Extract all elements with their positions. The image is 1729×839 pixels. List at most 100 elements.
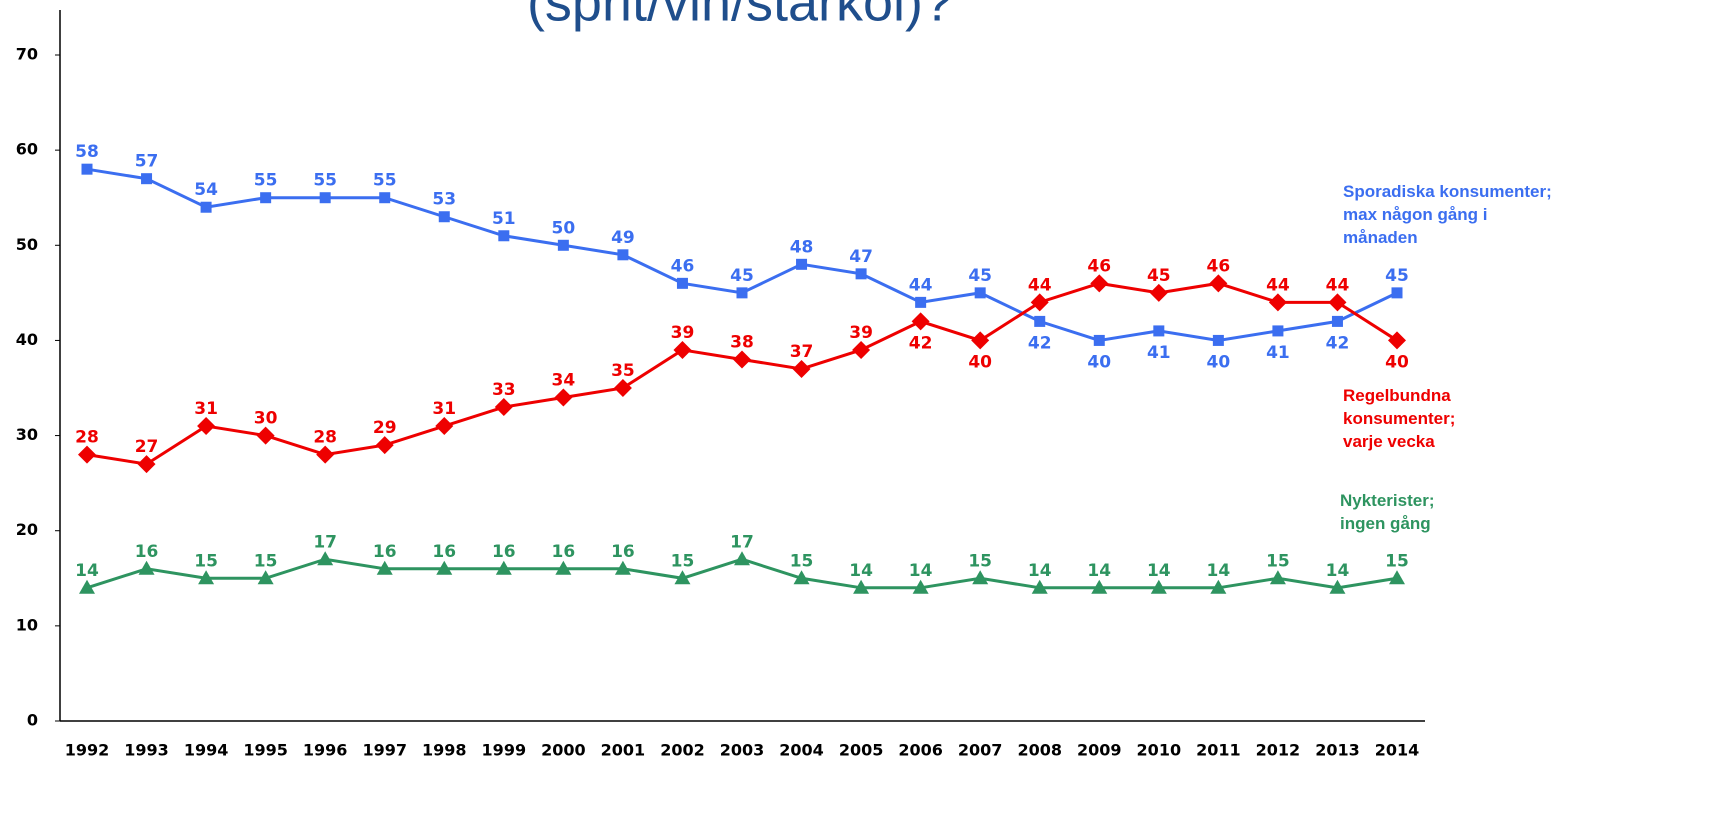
x-tick-label: 2000 bbox=[541, 741, 586, 760]
marker bbox=[257, 570, 274, 585]
marker bbox=[197, 417, 216, 436]
marker bbox=[974, 287, 986, 299]
data-label: 45 bbox=[730, 266, 754, 286]
data-label: 16 bbox=[552, 542, 576, 562]
marker bbox=[198, 570, 215, 585]
chart-title: (sprit/vin/starköl)? bbox=[527, 0, 953, 32]
data-label: 37 bbox=[790, 342, 814, 362]
marker bbox=[554, 388, 573, 407]
legend-label: Nykterister; ingen gång bbox=[1340, 491, 1435, 533]
y-tick-label: 40 bbox=[16, 330, 38, 349]
data-label: 31 bbox=[194, 399, 218, 419]
data-label: 14 bbox=[75, 561, 99, 581]
marker bbox=[1210, 579, 1227, 594]
data-label: 44 bbox=[1326, 275, 1350, 295]
data-label: 50 bbox=[552, 218, 576, 238]
series-line bbox=[86, 281, 1398, 466]
x-tick-label: 2010 bbox=[1137, 741, 1182, 760]
data-label: 39 bbox=[849, 323, 873, 343]
data-label: 15 bbox=[790, 551, 814, 571]
data-label: 16 bbox=[492, 542, 516, 562]
x-tick-label: 2008 bbox=[1017, 741, 1062, 760]
marker bbox=[793, 570, 810, 585]
marker bbox=[1328, 293, 1347, 312]
data-label: 40 bbox=[1385, 352, 1409, 372]
marker bbox=[1329, 579, 1346, 594]
marker bbox=[376, 560, 393, 575]
data-label: 58 bbox=[75, 142, 99, 162]
data-label: 14 bbox=[1207, 561, 1231, 581]
data-label: 39 bbox=[671, 323, 695, 343]
marker bbox=[138, 560, 155, 575]
data-label: 51 bbox=[492, 209, 516, 229]
marker bbox=[79, 579, 95, 594]
marker bbox=[1269, 570, 1286, 585]
data-label: 17 bbox=[730, 532, 754, 552]
data-label: 14 bbox=[849, 561, 873, 581]
marker bbox=[852, 340, 871, 359]
data-label: 14 bbox=[1326, 561, 1350, 581]
marker bbox=[78, 445, 96, 464]
y-tick-label: 30 bbox=[16, 425, 38, 444]
data-label: 15 bbox=[254, 551, 278, 571]
y-tick-label: 20 bbox=[16, 520, 38, 539]
marker bbox=[1389, 570, 1405, 585]
data-label: 53 bbox=[432, 190, 456, 210]
series-line bbox=[86, 167, 1398, 342]
x-tick-label: 1997 bbox=[362, 741, 407, 760]
marker bbox=[1031, 579, 1048, 594]
marker bbox=[557, 239, 569, 251]
x-tick-label: 2007 bbox=[958, 741, 1003, 760]
data-label: 38 bbox=[730, 332, 754, 352]
data-label: 45 bbox=[968, 266, 992, 286]
marker bbox=[260, 192, 272, 204]
marker bbox=[1212, 334, 1224, 346]
marker bbox=[1093, 334, 1105, 346]
x-tick-label: 1998 bbox=[422, 741, 467, 760]
marker bbox=[1150, 579, 1167, 594]
marker bbox=[438, 211, 450, 223]
marker bbox=[1149, 283, 1168, 302]
x-tick-label: 2003 bbox=[720, 741, 765, 760]
marker bbox=[1391, 287, 1403, 299]
y-tick-label: 60 bbox=[16, 140, 38, 159]
x-tick-label: 2014 bbox=[1375, 741, 1420, 760]
data-label: 15 bbox=[1266, 551, 1290, 571]
data-label: 14 bbox=[1028, 561, 1052, 581]
x-tick-label: 2012 bbox=[1256, 741, 1301, 760]
marker bbox=[855, 268, 867, 280]
data-label: 42 bbox=[909, 333, 933, 353]
marker bbox=[853, 579, 870, 594]
data-label: 44 bbox=[1266, 275, 1290, 295]
marker bbox=[81, 163, 93, 175]
marker bbox=[435, 417, 454, 436]
data-label: 17 bbox=[313, 532, 337, 552]
marker bbox=[1091, 579, 1108, 594]
x-tick-label: 1994 bbox=[184, 741, 229, 760]
marker bbox=[971, 331, 990, 350]
x-tick-label: 2001 bbox=[601, 741, 646, 760]
marker bbox=[674, 570, 691, 585]
marker bbox=[1090, 274, 1109, 293]
x-tick-label: 2005 bbox=[839, 741, 884, 760]
marker bbox=[734, 551, 750, 566]
marker bbox=[1209, 274, 1228, 293]
x-tick-label: 1993 bbox=[124, 741, 169, 760]
marker bbox=[736, 287, 748, 299]
data-label: 40 bbox=[968, 352, 992, 372]
marker bbox=[317, 551, 334, 566]
marker bbox=[436, 560, 453, 575]
x-tick-label: 2006 bbox=[898, 741, 943, 760]
marker bbox=[911, 312, 930, 331]
marker bbox=[972, 570, 989, 585]
data-label: 42 bbox=[1326, 333, 1350, 353]
marker bbox=[617, 249, 629, 261]
marker bbox=[1153, 325, 1165, 337]
y-tick-label: 10 bbox=[16, 615, 38, 634]
x-tick-label: 2009 bbox=[1077, 741, 1122, 760]
marker bbox=[200, 201, 212, 213]
data-label: 55 bbox=[373, 171, 397, 191]
data-label: 34 bbox=[552, 371, 576, 391]
marker bbox=[319, 192, 331, 204]
data-label: 55 bbox=[313, 171, 337, 191]
